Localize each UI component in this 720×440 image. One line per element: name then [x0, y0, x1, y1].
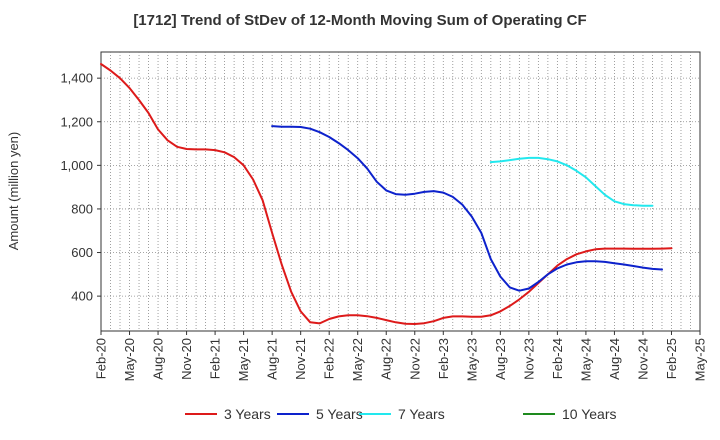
x-tick-label: Nov-21: [293, 338, 308, 380]
y-tick-label: 1,200: [60, 114, 93, 129]
x-tick-label: Feb-24: [550, 338, 565, 379]
x-tick-label: Feb-20: [94, 338, 109, 379]
gridlines: [101, 52, 700, 331]
x-tick-label: Nov-24: [635, 338, 650, 380]
x-tick-label: May-21: [236, 338, 251, 381]
legend-label: 7 Years: [398, 406, 445, 422]
x-tick-label: May-23: [464, 338, 479, 381]
x-tick-label: Aug-22: [379, 338, 394, 380]
x-tick-label: Aug-21: [265, 338, 280, 380]
x-tick-label: Feb-22: [322, 338, 337, 379]
x-tick-label: May-24: [578, 338, 593, 381]
y-tick-label: 600: [71, 245, 93, 260]
y-tick-label: 1,000: [60, 158, 93, 173]
chart-title: [1712] Trend of StDev of 12-Month Moving…: [133, 12, 587, 29]
series-line: [100, 63, 673, 325]
x-tick-label: Aug-20: [151, 338, 166, 380]
x-tick-label: Feb-25: [664, 338, 679, 379]
x-tick-label: Feb-21: [208, 338, 223, 379]
x-tick-label: Aug-23: [493, 338, 508, 380]
y-axis-label: Amount (million yen): [6, 132, 21, 251]
legend-label: 5 Years: [316, 406, 363, 422]
legend-label: 3 Years: [224, 406, 271, 422]
y-tick-label: 1,400: [60, 71, 93, 86]
y-tick-label: 800: [71, 201, 93, 216]
x-tick-label: Nov-22: [407, 338, 422, 380]
x-tick-label: Nov-20: [179, 338, 194, 380]
series-lines: [100, 63, 673, 325]
plot-area: [100, 51, 701, 332]
series-line: [489, 156, 654, 207]
y-axis-ticks: 400 600 800 1,000 1,200 1,400: [60, 71, 101, 304]
x-tick-label: May-22: [350, 338, 365, 381]
x-tick-label: Nov-23: [521, 338, 536, 380]
x-tick-label: Aug-24: [607, 338, 622, 380]
x-tick-label: Feb-23: [436, 338, 451, 379]
x-tick-label: May-25: [693, 338, 708, 381]
legend-label: 10 Years: [562, 406, 617, 422]
x-tick-label: May-20: [122, 338, 137, 381]
series-line: [271, 125, 663, 292]
x-axis-ticks: Feb-20 May-20 Aug-20 Nov-20 Feb-21 May-21 Aug-…: [94, 331, 708, 381]
y-tick-label: 400: [71, 289, 93, 304]
legend: 3 Years 5 Years 7 Years 10 Years: [185, 406, 617, 422]
